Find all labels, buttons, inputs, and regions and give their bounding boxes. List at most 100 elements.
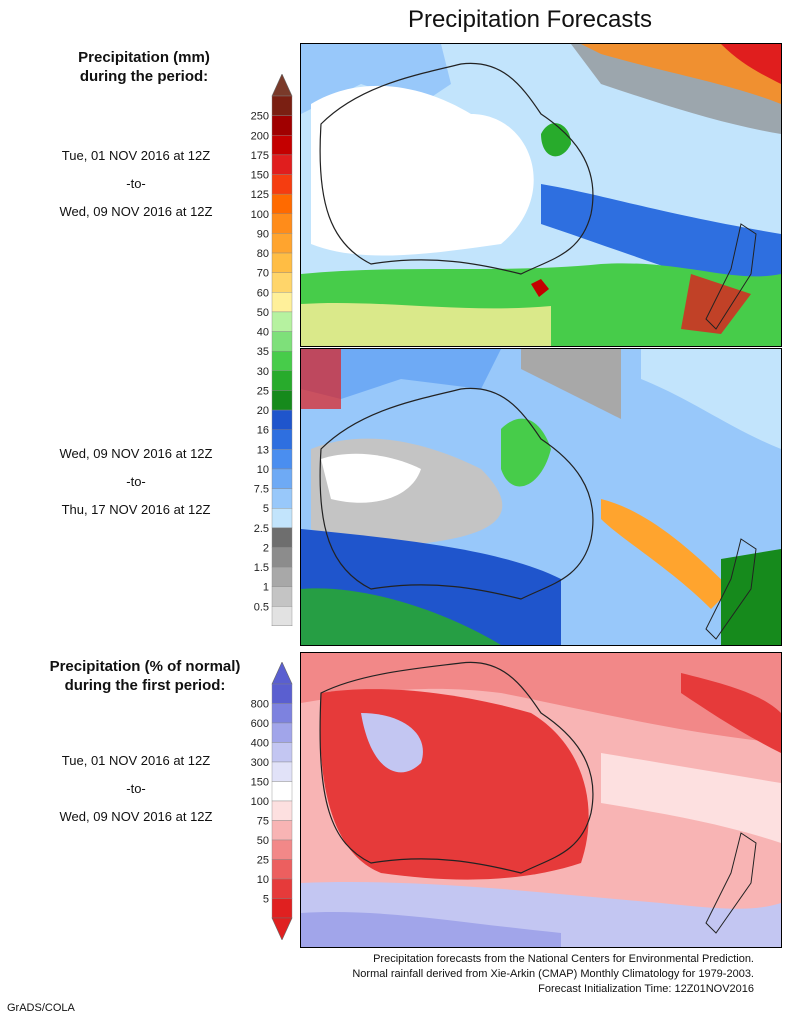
percent-heading-line2: during the first period: bbox=[64, 677, 226, 694]
period2-label: Wed, 09 NOV 2016 at 12Z -to- Thu, 17 NOV… bbox=[6, 440, 266, 524]
amount-heading-line1: Precipitation (mm) bbox=[78, 49, 210, 66]
colorbar-swatch bbox=[271, 213, 293, 234]
colorbar-tick-label: 25 bbox=[257, 385, 269, 397]
colorbar-tick-label: 175 bbox=[251, 150, 269, 162]
amount-heading: Precipitation (mm) during the period: bbox=[20, 48, 268, 86]
colorbar-tick-label: 150 bbox=[251, 170, 269, 182]
colorbar-swatch bbox=[271, 527, 293, 548]
colorbar-tick-label: 13 bbox=[257, 444, 269, 456]
colorbar-swatch bbox=[271, 547, 293, 568]
colorbar-bottom-arrow bbox=[271, 917, 293, 940]
colorbar-tick-label: 600 bbox=[251, 718, 269, 730]
footer-line1: Precipitation forecasts from the Nationa… bbox=[373, 953, 754, 965]
colorbar-swatch bbox=[271, 722, 293, 743]
colorbar-tick-label: 1.5 bbox=[254, 562, 269, 574]
page-title: Precipitation Forecasts bbox=[407, 6, 653, 33]
footer-notes: Precipitation forecasts from the Nationa… bbox=[194, 952, 754, 997]
colorbar-swatch bbox=[271, 95, 293, 116]
credit-label: GrADS/COLA bbox=[7, 1002, 75, 1014]
colorbar-swatch bbox=[271, 703, 293, 724]
colorbar-top-arrow bbox=[271, 74, 293, 97]
footer-line3: Forecast Initialization Time: 12Z01NOV20… bbox=[538, 983, 754, 995]
amount-colorbar: 2502001751501251009080706050403530252016… bbox=[251, 74, 293, 626]
colorbar-swatch bbox=[271, 174, 293, 195]
colorbar-tick-label: 5 bbox=[263, 894, 269, 906]
colorbar-tick-label: 35 bbox=[257, 346, 269, 358]
footer-line2: Normal rainfall derived from Xie-Arkin (… bbox=[352, 968, 754, 980]
colorbar-swatch bbox=[271, 449, 293, 470]
colorbar-swatch bbox=[271, 606, 293, 626]
colorbar-tick-label: 800 bbox=[251, 699, 269, 711]
period2-end: Thu, 17 NOV 2016 at 12Z bbox=[61, 502, 211, 517]
colorbar-swatch bbox=[271, 370, 293, 391]
period3-sep: -to- bbox=[126, 781, 146, 796]
period1-end: Wed, 09 NOV 2016 at 12Z bbox=[59, 204, 213, 219]
colorbar-swatch bbox=[271, 272, 293, 293]
period1-start: Tue, 01 NOV 2016 at 12Z bbox=[61, 148, 211, 163]
colorbar-tick-label: 10 bbox=[257, 874, 269, 886]
colorbar-swatch bbox=[271, 350, 293, 372]
colorbar-tick-label: 7.5 bbox=[254, 484, 269, 496]
colorbar-swatch bbox=[271, 781, 293, 802]
colorbar-tick-label: 150 bbox=[251, 777, 269, 789]
colorbar-swatch bbox=[271, 429, 293, 450]
colorbar-tick-label: 5 bbox=[263, 503, 269, 515]
colorbar-tick-label: 10 bbox=[257, 464, 269, 476]
colorbar-tick-label: 250 bbox=[251, 111, 269, 123]
colorbar-tick-label: 0.5 bbox=[254, 601, 269, 613]
period3-start: Tue, 01 NOV 2016 at 12Z bbox=[61, 753, 211, 768]
period2-sep: -to- bbox=[126, 474, 146, 489]
colorbar-tick-label: 75 bbox=[257, 816, 269, 828]
colorbar-tick-label: 300 bbox=[251, 757, 269, 769]
colorbar-swatch bbox=[271, 252, 293, 273]
colorbar-tick-label: 16 bbox=[257, 425, 269, 437]
colorbar-swatch bbox=[271, 742, 293, 763]
colorbar-swatch bbox=[271, 390, 293, 411]
colorbar-tick-label: 80 bbox=[257, 248, 269, 260]
colorbar-swatch bbox=[271, 683, 293, 704]
colorbar-swatch bbox=[271, 468, 293, 489]
percent-heading-line1: Precipitation (% of normal) bbox=[49, 658, 241, 675]
colorbar-tick-label: 2.5 bbox=[254, 523, 269, 535]
colorbar-swatch bbox=[271, 193, 293, 214]
colorbar-tick-label: 50 bbox=[257, 307, 269, 319]
colorbar-tick-label: 1 bbox=[263, 582, 269, 594]
colorbar-tick-label: 90 bbox=[257, 228, 269, 240]
colorbar-swatch bbox=[271, 878, 293, 899]
map-period2-amount bbox=[300, 348, 782, 646]
colorbar-swatch bbox=[271, 488, 293, 509]
colorbar-swatch bbox=[271, 331, 293, 352]
colorbar-swatch bbox=[271, 839, 293, 860]
percent-colorbar: 800 600 400 300 150 100 75 50 25 10 5 bbox=[251, 662, 293, 940]
period1-sep: -to- bbox=[126, 176, 146, 191]
map-period1-percent bbox=[300, 652, 782, 948]
colorbar-swatch bbox=[271, 586, 293, 607]
colorbar-swatch bbox=[271, 311, 293, 332]
map-period1-amount bbox=[300, 43, 782, 347]
colorbar-tick-label: 400 bbox=[251, 738, 269, 750]
colorbar-swatch bbox=[271, 154, 293, 175]
colorbar-swatch bbox=[271, 135, 293, 156]
colorbar-swatch bbox=[271, 800, 293, 821]
colorbar-top-arrow bbox=[271, 662, 293, 685]
colorbar-tick-label: 40 bbox=[257, 327, 269, 339]
amount-heading-line2: during the period: bbox=[79, 68, 209, 85]
colorbar-tick-label: 70 bbox=[257, 268, 269, 280]
colorbar-tick-label: 100 bbox=[251, 796, 269, 808]
colorbar-tick-label: 30 bbox=[257, 366, 269, 378]
colorbar-tick-label: 100 bbox=[251, 209, 269, 221]
colorbar-tick-label: 200 bbox=[251, 130, 269, 142]
colorbar-swatch bbox=[271, 409, 293, 430]
colorbar-swatch bbox=[271, 820, 293, 841]
percent-heading: Precipitation (% of normal) during the f… bbox=[14, 657, 276, 695]
colorbar-tick-label: 20 bbox=[257, 405, 269, 417]
colorbar-swatch bbox=[271, 566, 293, 587]
colorbar-tick-label: 125 bbox=[251, 189, 269, 201]
colorbar-swatch bbox=[271, 898, 293, 919]
colorbar-tick-label: 50 bbox=[257, 835, 269, 847]
period1-label: Tue, 01 NOV 2016 at 12Z -to- Wed, 09 NOV… bbox=[6, 142, 266, 226]
colorbar-swatch bbox=[271, 508, 293, 529]
period3-end: Wed, 09 NOV 2016 at 12Z bbox=[59, 809, 213, 824]
period3-label: Tue, 01 NOV 2016 at 12Z -to- Wed, 09 NOV… bbox=[6, 747, 266, 831]
colorbar-swatch bbox=[271, 859, 293, 880]
